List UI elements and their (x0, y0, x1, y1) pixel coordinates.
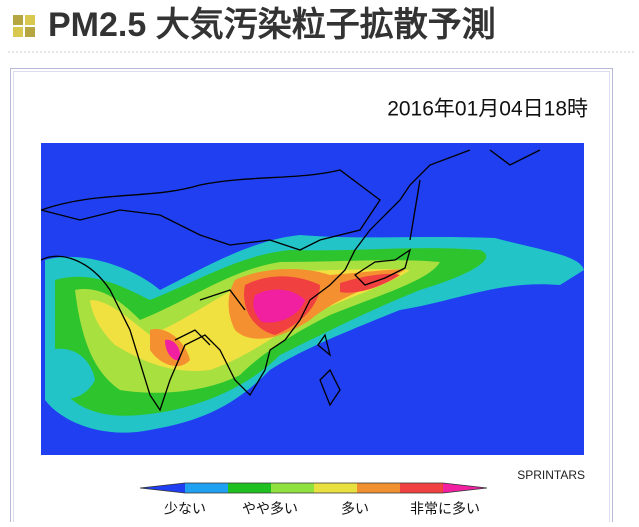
map (41, 143, 584, 455)
panel-inner (13, 71, 610, 527)
legend-label: やや多い (242, 501, 298, 517)
header-icon (13, 15, 35, 37)
legend-label: 少ない (164, 501, 206, 517)
legend-label: 非常に多い (410, 501, 480, 517)
timestamp: 2016年01月04日18時 (387, 98, 588, 121)
page-title: PM2.5 大気汚染粒子拡散予測 (48, 6, 496, 44)
color-scale (139, 482, 488, 494)
legend-label: 多い (341, 501, 369, 517)
credit: SPRINTARS (517, 468, 585, 482)
